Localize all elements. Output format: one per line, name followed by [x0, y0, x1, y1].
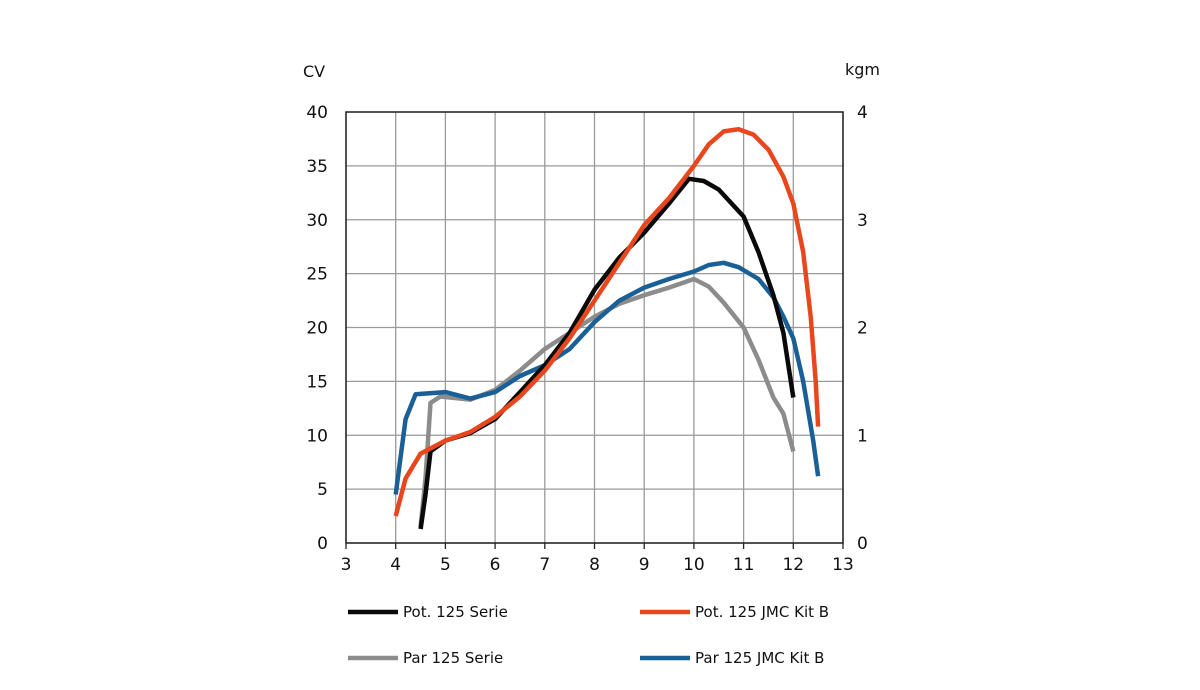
legend-label-pot-125-jmc-kit-b: Pot. 125 JMC Kit B — [695, 603, 829, 621]
y-left-tick-label: 0 — [317, 534, 328, 554]
legend-label-par-125-jmc-kit-b: Par 125 JMC Kit B — [695, 649, 824, 667]
series-line-pot-125-serie — [418, 176, 796, 530]
x-tick-label: 13 — [832, 555, 854, 575]
x-tick-label: 3 — [341, 555, 352, 575]
series-layer — [393, 126, 821, 530]
y-right-tick-label: 4 — [857, 103, 868, 123]
legend: Pot. 125 Serie Pot. 125 JMC Kit B Par 125 … — [348, 603, 829, 667]
legend-label-par-125-serie: Par 125 Serie — [403, 649, 503, 667]
y-left-tick-label: 20 — [306, 319, 328, 339]
x-tick-label: 6 — [490, 555, 501, 575]
y-right-tick-label: 3 — [857, 211, 868, 231]
y-left-tick-label: 35 — [306, 157, 328, 177]
x-tick-label: 12 — [782, 555, 804, 575]
legend-label-pot-125-serie: Pot. 125 Serie — [403, 603, 508, 621]
y-left-tick-label: 15 — [306, 372, 328, 392]
x-tick-label: 8 — [589, 555, 600, 575]
y-left-unit-label: CV — [303, 62, 325, 81]
x-tick-label: 9 — [639, 555, 650, 575]
series-line-par-125-jmc-kit-b — [393, 260, 821, 495]
y-right-tick-label: 1 — [857, 426, 868, 446]
x-tick-label: 5 — [440, 555, 451, 575]
y-right-axis-ticks: 0 1 2 3 4 — [857, 103, 868, 554]
x-tick-label: 4 — [390, 555, 401, 575]
y-right-tick-label: 0 — [857, 534, 868, 554]
grid — [345, 111, 844, 544]
y-left-tick-label: 40 — [306, 103, 328, 123]
y-left-tick-label: 5 — [317, 480, 328, 500]
series-line-par-125-serie — [418, 276, 796, 528]
x-axis-ticks: 3 4 5 6 7 8 9 10 11 12 13 — [341, 543, 854, 575]
y-left-axis-ticks: 0 5 10 15 20 25 30 35 40 — [306, 103, 328, 554]
y-right-tick-label: 2 — [857, 319, 868, 339]
y-left-tick-label: 25 — [306, 265, 328, 285]
y-left-tick-label: 30 — [306, 211, 328, 231]
x-tick-label: 7 — [539, 555, 550, 575]
y-right-unit-label: kgm — [845, 60, 880, 79]
y-left-tick-label: 10 — [306, 426, 328, 446]
x-tick-label: 11 — [733, 555, 755, 575]
series-line-pot-125-jmc-kit-b — [393, 126, 821, 517]
x-tick-label: 10 — [683, 555, 705, 575]
